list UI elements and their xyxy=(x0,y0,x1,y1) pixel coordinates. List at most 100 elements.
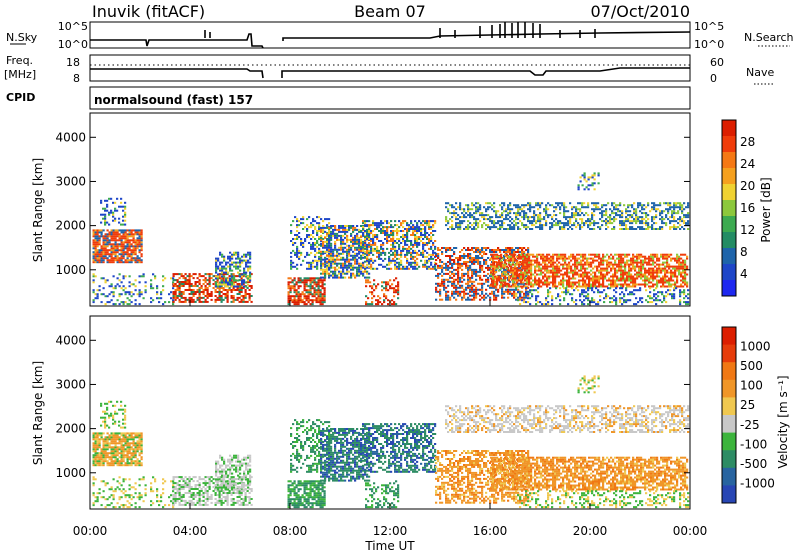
range-gate-cell xyxy=(465,228,467,230)
range-gate-cell xyxy=(546,276,548,278)
range-gate-cell xyxy=(475,297,477,299)
range-gate-cell xyxy=(398,268,400,270)
range-gate-cell xyxy=(673,206,675,208)
range-gate-cell xyxy=(509,216,511,218)
range-gate-cell xyxy=(557,220,559,222)
range-gate-cell xyxy=(391,303,393,305)
range-gate-cell xyxy=(432,242,434,244)
range-gate-cell xyxy=(358,247,360,249)
range-gate-cell xyxy=(578,264,580,266)
range-gate-cell xyxy=(500,268,502,270)
range-gate-cell xyxy=(546,256,548,258)
range-gate-cell xyxy=(99,237,101,239)
range-gate-cell xyxy=(139,289,141,291)
range-gate-cell xyxy=(374,242,376,244)
range-gate-cell xyxy=(418,226,420,228)
range-gate-cell xyxy=(485,267,487,269)
range-gate-cell xyxy=(344,243,346,245)
range-gate-cell xyxy=(237,254,239,256)
range-gate-cell xyxy=(605,214,607,216)
range-gate-cell xyxy=(348,271,350,273)
range-gate-cell xyxy=(528,260,530,262)
range-gate-cell xyxy=(505,210,507,212)
range-gate-cell xyxy=(125,261,127,263)
range-gate-cell xyxy=(575,210,577,212)
range-gate-cell xyxy=(522,254,524,256)
range-gate-cell xyxy=(518,274,520,276)
range-gate-cell xyxy=(105,257,107,259)
range-gate-cell xyxy=(618,270,620,272)
range-gate-cell xyxy=(386,268,388,270)
range-gate-cell xyxy=(320,239,322,241)
range-gate-cell xyxy=(592,272,594,274)
range-gate-cell xyxy=(129,299,131,301)
range-gate-cell xyxy=(524,268,526,270)
range-gate-cell xyxy=(643,218,645,220)
range-gate-cell xyxy=(362,262,364,264)
range-gate-cell xyxy=(532,274,534,276)
range-gate-cell xyxy=(346,249,348,251)
range-gate-cell xyxy=(227,297,229,299)
range-gate-cell xyxy=(549,204,551,206)
range-gate-cell xyxy=(518,264,520,266)
range-gate-cell xyxy=(526,270,528,272)
range-gate-cell xyxy=(391,299,393,301)
range-gate-cell xyxy=(332,231,334,233)
range-gate-cell xyxy=(324,264,326,266)
range-gate-cell xyxy=(479,220,481,222)
range-gate-cell xyxy=(633,212,635,214)
range-gate-cell xyxy=(635,218,637,220)
range-gate-cell xyxy=(137,247,139,249)
range-gate-cell xyxy=(235,264,237,266)
range-gate-cell xyxy=(552,272,554,274)
range-gate-cell xyxy=(439,295,441,297)
range-gate-cell xyxy=(545,214,547,216)
range-gate-cell xyxy=(594,280,596,282)
range-gate-cell xyxy=(338,235,340,237)
range-gate-cell xyxy=(647,214,649,216)
range-gate-cell xyxy=(683,216,685,218)
range-gate-cell xyxy=(587,224,589,226)
range-gate-cell xyxy=(553,206,555,208)
range-gate-cell xyxy=(554,274,556,276)
range-gate-cell xyxy=(616,278,618,280)
range-gate-cell xyxy=(536,262,538,264)
range-gate-cell xyxy=(579,210,581,212)
range-gate-cell xyxy=(422,252,424,254)
range-gate-cell xyxy=(366,234,368,236)
range-gate-cell xyxy=(426,222,428,224)
range-gate-cell xyxy=(631,226,633,228)
range-gate-cell xyxy=(402,222,404,224)
range-gate-cell xyxy=(306,285,308,287)
range-gate-cell xyxy=(558,272,560,274)
range-gate-cell xyxy=(340,231,342,233)
range-gate-cell xyxy=(568,258,570,260)
range-gate-cell xyxy=(223,282,225,284)
range-gate-cell xyxy=(575,214,577,216)
range-gate-cell xyxy=(475,271,477,273)
range-gate-cell xyxy=(494,272,496,274)
range-gate-cell xyxy=(221,301,223,303)
range-gate-cell xyxy=(300,281,302,283)
range-gate-cell xyxy=(457,281,459,283)
range-gate-cell xyxy=(473,259,475,261)
range-gate-cell xyxy=(485,253,487,255)
range-gate-cell xyxy=(383,293,385,295)
range-gate-cell xyxy=(498,276,500,278)
range-gate-cell xyxy=(328,243,330,245)
range-gate-cell xyxy=(392,246,394,248)
range-gate-cell xyxy=(596,266,598,268)
range-gate-cell xyxy=(370,238,372,240)
range-gate-cell xyxy=(459,202,461,204)
range-gate-cell xyxy=(398,258,400,260)
range-gate-cell xyxy=(572,278,574,280)
range-gate-cell xyxy=(187,283,189,285)
range-gate-cell xyxy=(332,233,334,235)
range-gate-cell xyxy=(538,282,540,284)
range-gate-cell xyxy=(593,224,595,226)
range-gate-cell xyxy=(229,270,231,272)
range-gate-cell xyxy=(611,202,613,204)
range-gate-cell xyxy=(354,241,356,243)
range-gate-cell xyxy=(483,283,485,285)
